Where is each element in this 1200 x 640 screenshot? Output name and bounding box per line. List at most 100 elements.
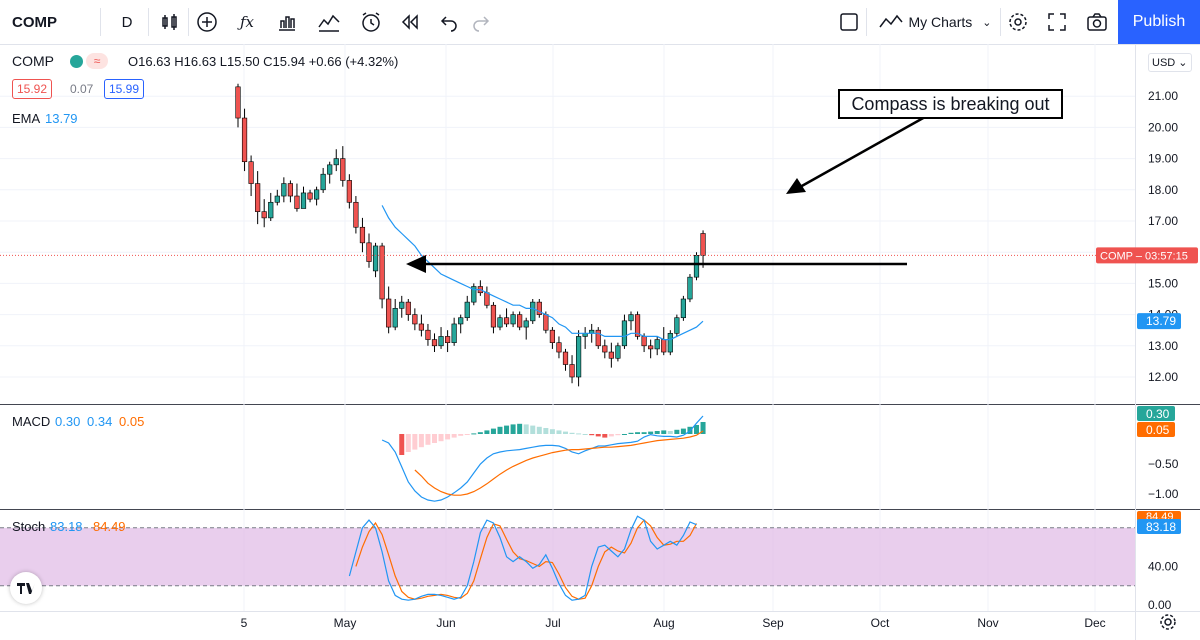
macd-histogram-bar bbox=[399, 434, 405, 455]
candle-body bbox=[575, 336, 582, 378]
price-tick-label: 17.00 bbox=[1148, 214, 1178, 228]
candle-body bbox=[320, 173, 326, 191]
compare-icon[interactable] bbox=[312, 0, 346, 44]
price-tick-label: 18.00 bbox=[1148, 183, 1178, 197]
candle-body bbox=[608, 351, 614, 359]
macd-histogram-bar bbox=[458, 434, 464, 436]
macd-histogram-bar bbox=[477, 432, 483, 434]
macd-histogram-bar bbox=[621, 434, 627, 435]
settings-gear-icon[interactable] bbox=[1158, 612, 1178, 632]
candle-body bbox=[543, 314, 549, 331]
replay-icon[interactable] bbox=[393, 0, 427, 44]
macd-histogram-bar bbox=[451, 434, 457, 438]
x-tick-label: May bbox=[334, 616, 357, 630]
last-price-badge bbox=[1096, 247, 1198, 264]
interval-button[interactable]: D bbox=[121, 13, 133, 31]
fx-icon[interactable]: ƒx bbox=[239, 13, 254, 31]
macd-histogram-bar bbox=[497, 426, 503, 434]
my-charts-button[interactable]: My Charts ⌄ bbox=[870, 0, 1000, 44]
price-tick-label: 13.00 bbox=[1148, 339, 1178, 353]
stoch-label[interactable]: Stoch bbox=[12, 519, 46, 534]
my-charts-label: My Charts bbox=[908, 14, 973, 30]
candle-body bbox=[517, 314, 523, 328]
arrow-line bbox=[799, 115, 926, 189]
chevron-down-icon: ⌄ bbox=[1178, 57, 1188, 69]
candle-body bbox=[405, 301, 411, 315]
macd-label[interactable]: MACD bbox=[12, 414, 51, 429]
candle-body bbox=[287, 183, 294, 197]
macd-histogram-bar bbox=[563, 431, 568, 434]
macd-histogram-bar bbox=[635, 432, 641, 434]
macd-histogram-bar bbox=[405, 434, 411, 452]
redo-icon[interactable] bbox=[464, 0, 498, 44]
price-tick-label: 19.00 bbox=[1148, 152, 1178, 166]
annotation-callout[interactable]: Compass is breaking out bbox=[838, 89, 1063, 119]
macd-histogram-bar bbox=[543, 428, 549, 434]
candle-body bbox=[687, 276, 693, 300]
candle-body bbox=[615, 345, 621, 359]
bars-icon[interactable] bbox=[153, 0, 187, 44]
macd-histogram-bar bbox=[582, 434, 588, 435]
currency-selector[interactable]: USD ⌄ bbox=[1148, 53, 1192, 72]
candle-body bbox=[261, 211, 267, 219]
ask-price[interactable]: 15.99 bbox=[104, 79, 145, 99]
ema-value: 13.79 bbox=[45, 111, 78, 126]
macd-histogram-bar bbox=[549, 429, 555, 434]
candle-body bbox=[392, 308, 398, 328]
candle-body bbox=[431, 339, 438, 347]
last-price-label: COMP – 03:57:15 bbox=[1100, 250, 1188, 262]
ema-label[interactable]: EMA bbox=[12, 111, 41, 126]
macd-histogram-bar bbox=[484, 430, 490, 434]
camera-icon[interactable] bbox=[1080, 0, 1114, 44]
macd-histogram-bar bbox=[608, 434, 614, 437]
candle-body bbox=[523, 320, 529, 328]
candle-body bbox=[235, 86, 241, 119]
alert-icon[interactable] bbox=[354, 0, 388, 44]
price-tick-label: 12.00 bbox=[1148, 370, 1178, 384]
x-tick-label: Dec bbox=[1084, 616, 1105, 630]
macd-axis-label: 0.30 bbox=[1146, 407, 1170, 421]
toolbar-divider bbox=[100, 8, 101, 36]
candle-body bbox=[641, 336, 647, 347]
currency-label: USD bbox=[1152, 57, 1176, 69]
candle-body bbox=[654, 339, 660, 350]
candle-body bbox=[621, 320, 628, 347]
stoch-d-value: 84.49 bbox=[93, 519, 126, 534]
x-tick-label: Aug bbox=[653, 616, 674, 630]
macd-tick-label: −1.00 bbox=[1148, 487, 1179, 501]
fullscreen-icon[interactable] bbox=[1040, 0, 1074, 44]
arrowhead bbox=[786, 178, 806, 194]
publish-button[interactable]: Publish bbox=[1118, 0, 1200, 44]
candle-body bbox=[693, 255, 700, 278]
macd-value-3: 0.05 bbox=[119, 414, 145, 429]
candle-body bbox=[313, 189, 320, 200]
templates-icon[interactable] bbox=[270, 0, 304, 44]
gear-icon[interactable] bbox=[1001, 0, 1035, 44]
candle-body bbox=[530, 301, 536, 322]
candle-body bbox=[595, 329, 601, 347]
tradingview-logo[interactable] bbox=[10, 572, 42, 604]
macd-histogram-bar bbox=[648, 431, 654, 434]
candle-body bbox=[536, 301, 542, 315]
candle-body bbox=[412, 314, 418, 325]
candle-body bbox=[569, 364, 575, 378]
candle-body bbox=[484, 292, 490, 306]
symbol-search[interactable]: COMP bbox=[12, 13, 57, 31]
candle-body bbox=[667, 333, 673, 353]
macd-histogram-bar bbox=[576, 433, 582, 435]
layout-icon[interactable] bbox=[832, 0, 866, 44]
bid-price[interactable]: 15.92 bbox=[12, 79, 53, 99]
candle-body bbox=[471, 286, 477, 303]
plus-circle-icon[interactable] bbox=[190, 0, 224, 44]
stoch-k-line bbox=[348, 515, 697, 601]
candle-body bbox=[255, 183, 261, 212]
candle-body bbox=[248, 161, 254, 184]
candle-body bbox=[438, 336, 444, 347]
x-tick-label: Nov bbox=[977, 616, 998, 630]
stoch-band-fill bbox=[0, 527, 1135, 586]
candle-body bbox=[497, 317, 503, 328]
top-toolbar: COMP D ƒx My Charts ⌄ Publis bbox=[0, 0, 1200, 45]
undo-icon[interactable] bbox=[432, 0, 466, 44]
candle-body bbox=[425, 329, 431, 340]
x-tick-label: Sep bbox=[762, 616, 784, 630]
